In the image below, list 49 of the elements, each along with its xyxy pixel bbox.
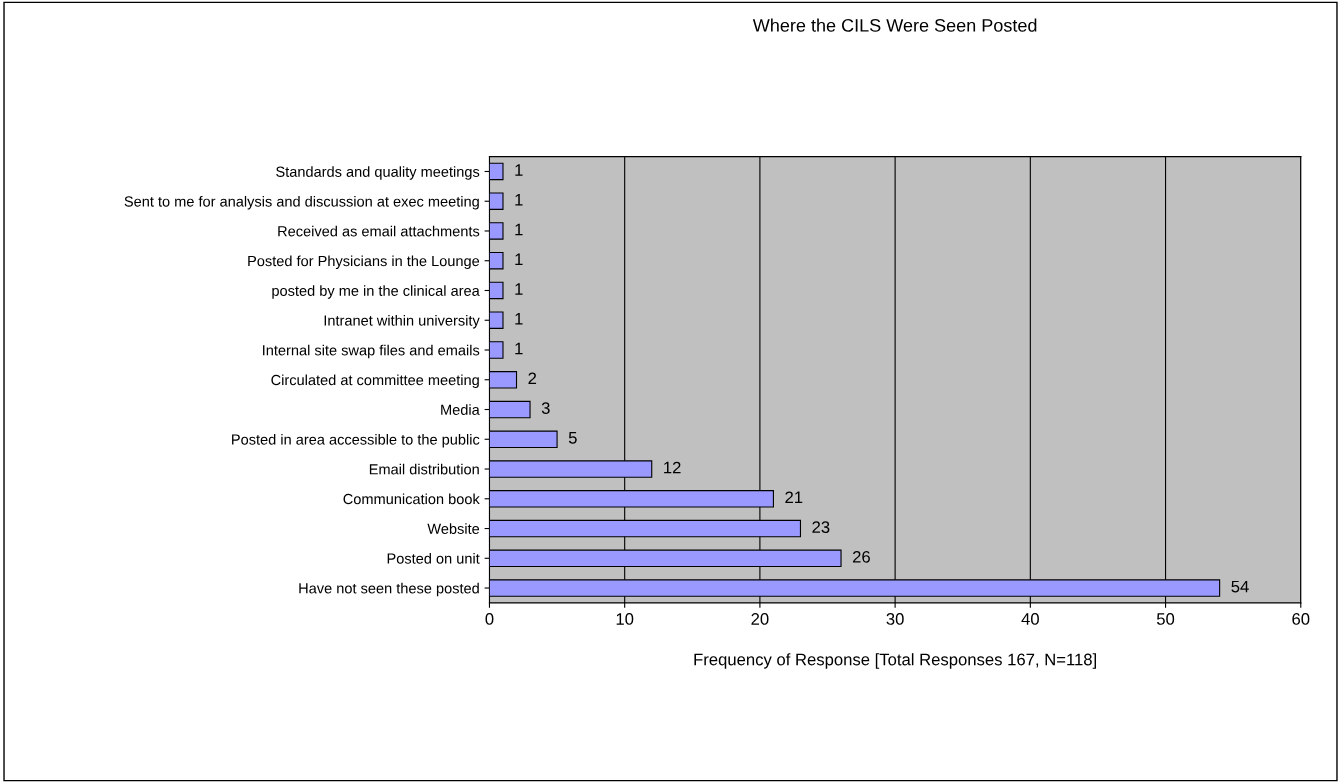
x-tick-label: 30 bbox=[886, 613, 904, 625]
y-tick-label: Standards and quality meetings bbox=[276, 166, 480, 180]
data-label: 1 bbox=[515, 253, 523, 266]
y-tick-label: Received as email attachments bbox=[278, 225, 480, 237]
data-label: 1 bbox=[515, 313, 523, 325]
bar bbox=[489, 192, 504, 210]
data-label: 1 bbox=[515, 283, 523, 295]
bar bbox=[489, 281, 504, 300]
x-axis-title: Frequency of Response [Total Responses 167, N=118] bbox=[694, 653, 1096, 669]
bar bbox=[489, 311, 504, 329]
x-tick-label: 10 bbox=[616, 613, 634, 625]
y-tick-label: Posted on unit bbox=[387, 552, 480, 564]
bar bbox=[489, 400, 531, 419]
data-label: 54 bbox=[1231, 580, 1249, 593]
y-tick-label: Posted for Physicians in the Lounge bbox=[248, 255, 480, 270]
y-tick-label: Website bbox=[427, 523, 480, 534]
data-label: 5 bbox=[568, 432, 577, 444]
x-tick-label: 20 bbox=[751, 613, 769, 625]
y-tick-label: Have not seen these posted bbox=[299, 582, 479, 597]
y-tick-label: Posted in area accessible to the public bbox=[232, 433, 480, 448]
data-label: 1 bbox=[515, 342, 523, 355]
bar bbox=[489, 371, 518, 389]
bar bbox=[489, 430, 558, 449]
x-tick-label: 40 bbox=[1021, 613, 1039, 625]
chart-title: Where the CILS Were Seen Posted bbox=[752, 18, 1037, 32]
y-tick-label: Internal site swap files and emails bbox=[263, 344, 480, 359]
data-label: 3 bbox=[541, 402, 550, 414]
x-tick-label: 50 bbox=[1156, 613, 1175, 625]
bar bbox=[489, 222, 504, 240]
y-tick-label: Circulated at committee meeting bbox=[271, 374, 479, 389]
data-label: 12 bbox=[664, 461, 681, 474]
data-label: 1 bbox=[515, 194, 523, 206]
data-label: 21 bbox=[785, 491, 803, 504]
y-tick-label: Sent to me for analysis and discussion at exec meeting bbox=[124, 195, 479, 210]
x-tick-label: 60 bbox=[1292, 613, 1310, 625]
bar bbox=[489, 252, 504, 270]
y-tick-label: Communication book bbox=[343, 493, 480, 505]
bar bbox=[489, 162, 504, 181]
y-tick-label: Email distribution bbox=[369, 463, 479, 475]
y-tick-label: Media bbox=[441, 404, 480, 415]
y-tick-label: posted by me in the clinical area bbox=[272, 285, 480, 299]
data-label: 23 bbox=[812, 521, 830, 533]
data-label: 2 bbox=[528, 372, 537, 385]
bar bbox=[489, 341, 504, 359]
x-tick-label: 0 bbox=[485, 613, 494, 625]
y-tick-label: Intranet within university bbox=[324, 314, 480, 329]
data-label: 1 bbox=[515, 223, 523, 236]
data-label: 1 bbox=[515, 164, 523, 176]
data-label: 26 bbox=[852, 550, 870, 563]
